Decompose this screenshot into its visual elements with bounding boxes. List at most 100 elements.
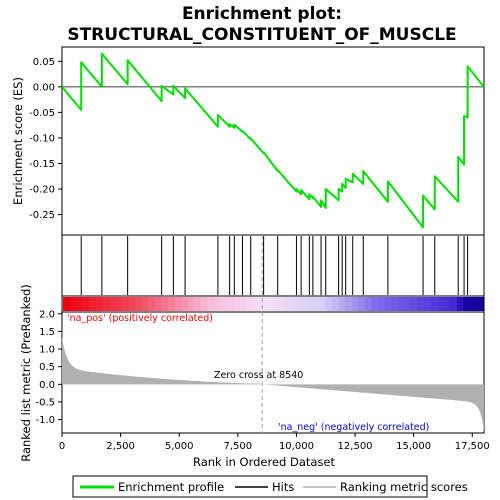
colorbar-segment <box>397 297 405 311</box>
colorbar-segment <box>266 297 274 311</box>
colorbar-segment <box>273 297 281 311</box>
colorbar-segment <box>194 297 202 311</box>
es-y-tick-label: -0.25 <box>29 210 55 221</box>
es-y-tick-label: 0.05 <box>33 57 55 68</box>
colorbar-segment <box>345 297 353 311</box>
colorbar-segment <box>174 297 182 311</box>
metric-y-tick-label: 2.0 <box>39 309 55 320</box>
colorbar-segment <box>391 297 399 311</box>
colorbar-segment <box>338 297 346 311</box>
colorbar-segment <box>95 297 103 311</box>
metric-y-tick-label: 1.5 <box>39 327 55 338</box>
es-y-tick-label: 0.00 <box>33 82 55 93</box>
colorbar-segment <box>279 297 287 311</box>
ranking-metric-area <box>62 327 484 432</box>
colorbar-segment <box>417 297 425 311</box>
colorbar-segment <box>286 297 294 311</box>
chart-title-line2: STRUCTURAL_CONSTITUENT_OF_MUSCLE <box>67 25 456 45</box>
metric-y-tick-label: -1.0 <box>35 415 55 426</box>
colorbar-segment <box>82 297 90 311</box>
metric-layer <box>62 235 484 433</box>
hits-panel <box>61 234 485 297</box>
colorbar-segment <box>220 297 228 311</box>
x-tick-label: 17,500 <box>455 441 490 452</box>
colorbar-segment <box>332 297 340 311</box>
x-tick-label: 0 <box>59 441 65 452</box>
colorbar-segment <box>378 297 386 311</box>
es-y-axis-label: Enrichment score (ES) <box>11 77 25 205</box>
colorbar-segment <box>384 297 392 311</box>
colorbar-segment <box>115 297 123 311</box>
colorbar-segment <box>292 297 300 311</box>
metric-y-tick-label: 0.0 <box>39 380 55 391</box>
colorbar-segment <box>240 297 248 311</box>
colorbar-segment <box>450 297 458 311</box>
axes-layer: 0.050.00-0.05-0.10-0.15-0.20-0.252.01.51… <box>29 57 490 452</box>
x-tick-label: 7,500 <box>224 441 253 452</box>
metric-y-tick-label: -0.5 <box>35 397 55 408</box>
colorbar-segment <box>430 297 438 311</box>
colorbar-segment <box>141 297 149 311</box>
es-panel <box>61 46 485 236</box>
colorbar-segment <box>168 297 176 311</box>
colorbar-segment <box>469 297 478 311</box>
colorbar-segment <box>423 297 432 311</box>
colorbar-segment <box>102 297 110 311</box>
colorbar-segment <box>227 297 235 311</box>
colorbar-segment <box>181 297 189 311</box>
colorbar-segment <box>299 297 307 311</box>
colorbar-segment <box>456 297 464 311</box>
zero-cross-label: Zero cross at 8540 <box>214 370 303 381</box>
x-tick-label: 2,500 <box>106 441 135 452</box>
colorbar-segment <box>63 297 71 311</box>
colorbar-segment <box>358 297 366 311</box>
ranking-colorbar <box>63 297 484 311</box>
colorbar-segment <box>351 297 359 311</box>
enrichment-profile-line <box>61 52 485 229</box>
colorbar-segment <box>200 297 208 311</box>
hits-layer <box>80 236 469 295</box>
colorbar-segment <box>207 297 215 311</box>
colorbar-segment <box>108 297 117 311</box>
na-neg-label: 'na_neg' (negatively correlated) <box>278 422 429 433</box>
colorbar-segment <box>325 297 333 311</box>
colorbar-segment <box>364 297 373 311</box>
chart-title-line1: Enrichment plot: <box>182 4 342 24</box>
colorbar-segment <box>437 297 445 311</box>
colorbar-segment <box>213 297 222 311</box>
colorbar-segment <box>463 297 471 311</box>
legend-hits-label: Hits <box>272 480 294 494</box>
colorbar-segment <box>371 297 379 311</box>
x-tick-label: 12,500 <box>338 441 373 452</box>
es-y-tick-label: -0.05 <box>29 108 55 119</box>
colorbar-segment <box>89 297 97 311</box>
colorbar-segment <box>154 297 163 311</box>
x-tick-label: 10,000 <box>279 441 314 452</box>
colorbar-segment <box>404 297 412 311</box>
legend-metric-label: Ranking metric scores <box>340 480 468 494</box>
es-y-tick-label: -0.10 <box>29 133 55 144</box>
metric-panel <box>61 311 485 434</box>
colorbar-segment <box>148 297 156 311</box>
colorbar-segment <box>69 297 77 311</box>
colorbar-segment <box>128 297 136 311</box>
metric-y-tick-label: 1.0 <box>39 345 55 356</box>
x-tick-label: 15,000 <box>396 441 431 452</box>
metric-y-tick-label: 0.5 <box>39 362 55 373</box>
es-y-tick-label: -0.15 <box>29 159 55 170</box>
colorbar-segment <box>312 297 320 311</box>
colorbar-segment <box>187 297 195 311</box>
colorbar-segment <box>122 297 130 311</box>
colorbar-segment <box>305 297 313 311</box>
legend-es-label: Enrichment profile <box>118 480 224 494</box>
colorbar-segment <box>233 297 241 311</box>
colorbar-segment <box>318 297 327 311</box>
x-axis-label: Rank in Ordered Dataset <box>193 455 336 469</box>
x-tick-label: 5,000 <box>165 441 194 452</box>
colorbar-segment <box>443 297 451 311</box>
colorbar-segment <box>259 297 268 311</box>
colorbar-segment <box>76 297 84 311</box>
es-y-tick-label: -0.20 <box>29 185 55 196</box>
colorbar-segment <box>410 297 418 311</box>
